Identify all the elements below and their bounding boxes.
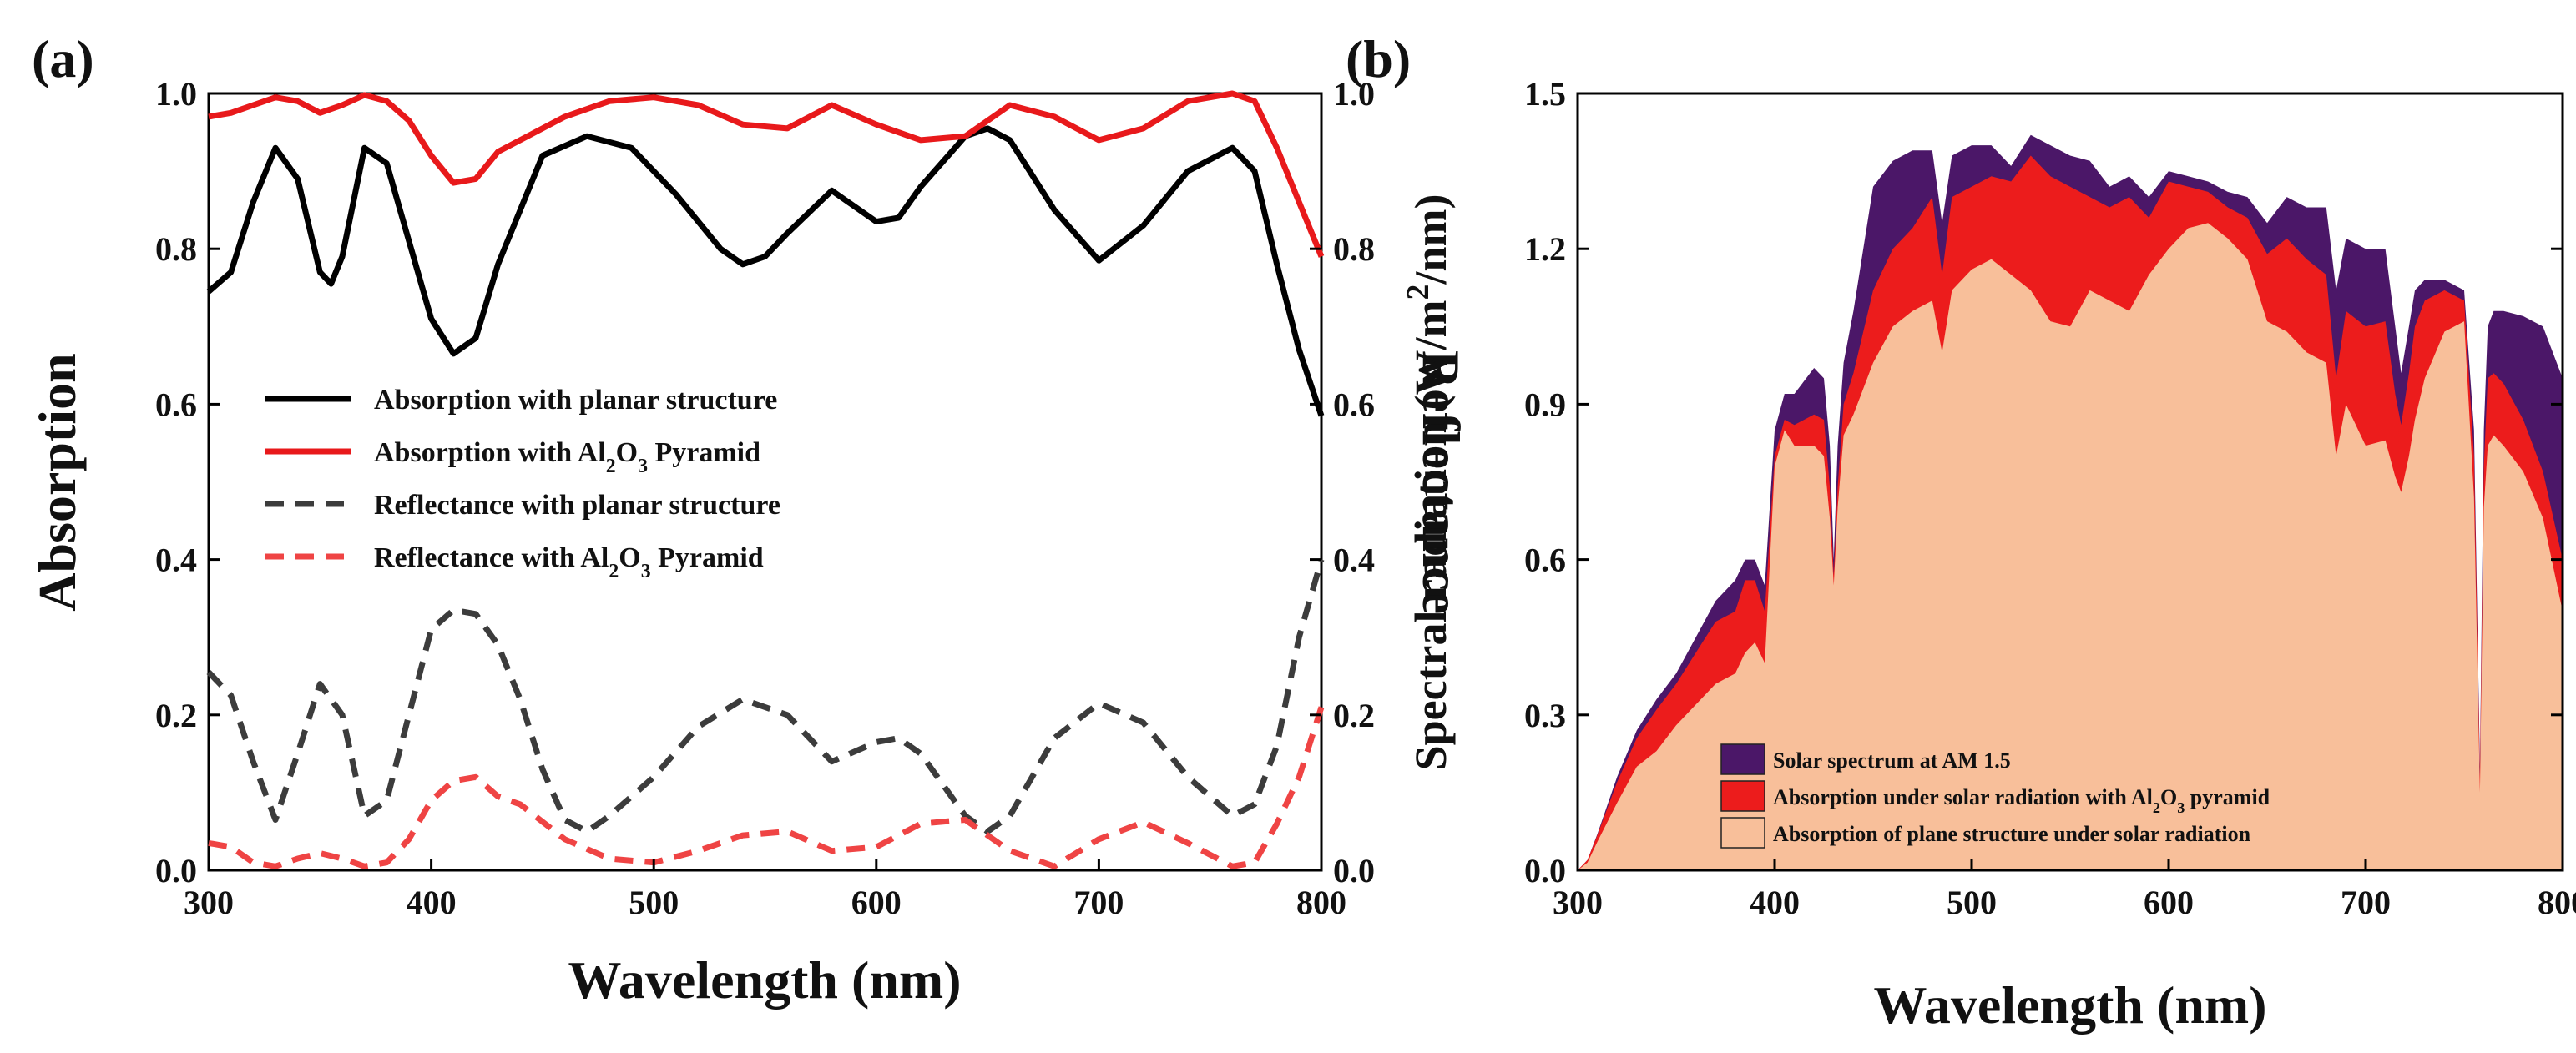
panel-b-y-tick-label: 0.9 [1524,385,1566,423]
panel-b-legend-label-3: Absorption of plane structure under sola… [1773,822,2251,846]
panel-a-legend: Absorption with planar structure Absorpti… [265,385,780,582]
panel-a-left-y-tick-label: 0.0 [155,852,197,889]
panel-b-x-axis-title: Wavelength (nm) [1873,975,2266,1035]
panel-b-legend-label-2: Absorption under solar radiation with Al… [1773,785,2270,816]
panel-b-y-axis-title: Spectral radiation (W/m2/nm) [1401,194,1456,771]
panel-a-right-y-tick-label: 0.0 [1333,852,1375,889]
panel-b-y-tick-label: 1.2 [1524,230,1566,268]
panel-b-x-tick-label: 800 [2538,884,2576,921]
panel-a-left-y-tick-label: 1.0 [155,75,197,113]
panel-b-x-tick-label: 500 [1947,884,1997,921]
panel-a-x-axis-title: Wavelength (nm) [568,950,961,1010]
panel-a-series-2-line [208,90,1325,258]
panel-a-left-y-tick-label: 0.2 [155,697,197,734]
panel-b-x-tick-label: 300 [1553,884,1603,921]
panel-a-series-3-line [206,558,1325,834]
panel-a-x-tick-label: 800 [1296,884,1346,921]
panel-b-x-tick-label: 600 [2144,884,2194,921]
panel-b-x-tick-label: 700 [2341,884,2391,921]
panel-b-y-tick-label: 1.5 [1524,75,1566,113]
panel-b-series-group [1578,134,2563,870]
panel-a-x-tick-label: 500 [629,884,679,921]
panel-b-legend-label-1: Solar spectrum at AM 1.5 [1773,748,2011,773]
panel-a-x-tick-label: 400 [407,884,457,921]
panel-b-y-tick-label: 0.6 [1524,542,1566,579]
panel-a-legend-label-4: Reflectance with Al2O3 Pyramid [374,542,764,582]
panel-a-left-y-tick-label: 0.8 [155,230,197,268]
panel-a-right-y-tick-label: 0.2 [1333,697,1375,734]
panel-a-left-y-tick-label: 0.6 [155,385,197,423]
panel-a-x-tick-label: 300 [184,884,234,921]
panel-b-legend-swatch-3 [1720,817,1765,849]
panel-a-left-y-tick-label: 0.4 [155,542,197,579]
panel-a-left-y-axis-title: Absorption [28,353,87,611]
panel-b-ticks: 300 400 500 600 700 800 0.0 0.3 0.6 0.9 1.2 1.5 [1524,75,2576,921]
panel-b: (b) 300 400 500 600 700 800 0.0 0.3 0.6 0.9 1.2 1.5… [1346,29,2576,1035]
panel-a-right-y-tick-label: 0.6 [1333,385,1375,423]
panel-b-legend-swatch-1 [1720,743,1765,775]
panel-a-right-y-axis-title: Reflectance [1412,350,1471,614]
panel-a-right-y-tick-label: 0.8 [1333,230,1375,268]
panel-a-x-tick-label: 700 [1073,884,1124,921]
panel-b-label: (b) [1346,29,1411,88]
panel-a-legend-label-2: Absorption with Al2O3 Pyramid [374,437,760,477]
panel-b-x-tick-label: 400 [1750,884,1800,921]
panel-a-series-group [206,90,1325,869]
panel-a-plot-frame [207,92,1323,872]
panel-b-plot-frame [1576,92,2564,872]
panel-b-y-tick-label: 0.3 [1524,697,1566,734]
panel-a-right-y-tick-label: 0.4 [1333,542,1375,579]
panel-a-x-tick-label: 600 [851,884,902,921]
panel-a-series-4-line [208,706,1325,869]
panel-a-legend-label-3: Reflectance with planar structure [374,490,780,521]
panel-b-legend-swatch-2 [1720,780,1765,812]
panel-b-area-3 [1578,223,2563,870]
panel-a-right-y-tick-label: 1.0 [1333,75,1375,113]
panel-b-y-tick-label: 0.0 [1524,852,1566,889]
panel-a-legend-label-1: Absorption with planar structure [374,385,777,416]
panel-a-series-1-line [206,125,1325,417]
panel-a-label: (a) [32,29,94,88]
panel-b-legend: Solar spectrum at AM 1.5 Absorption under… [1720,743,2270,849]
